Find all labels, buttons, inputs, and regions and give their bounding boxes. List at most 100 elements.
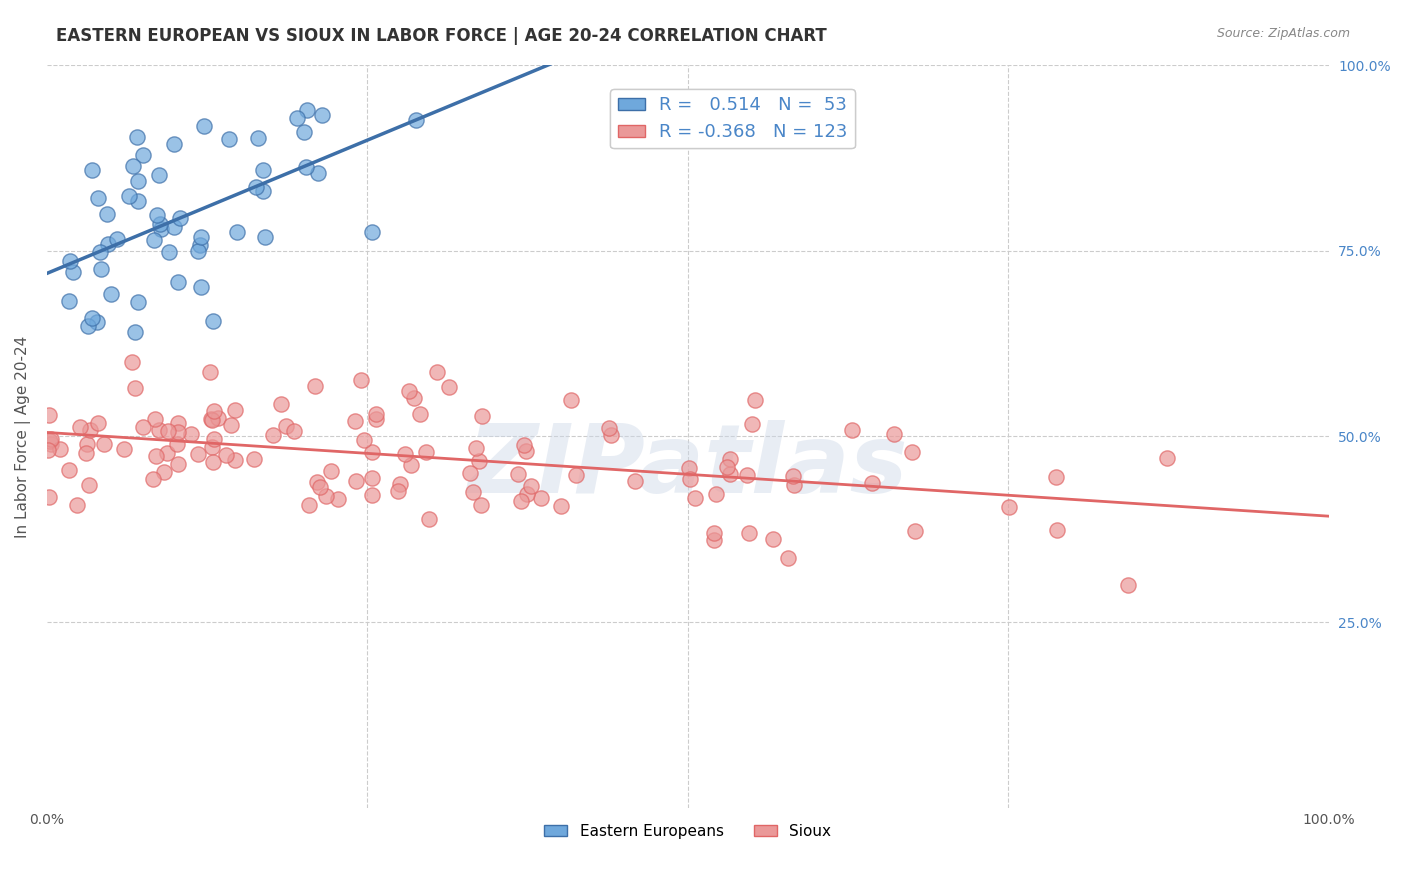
Point [148,168,170,182]
Text: EASTERN EUROPEAN VS SIOUX IN LABOR FORCE | AGE 20-24 CORRELATION CHART: EASTERN EUROPEAN VS SIOUX IN LABOR FORCE… [56,27,827,45]
Point [388,477,411,491]
Point [224,453,246,467]
Point [470,498,492,512]
Point [598,421,620,435]
Point [38,491,60,505]
Point [426,365,449,379]
Point [998,500,1021,514]
Point [360,225,382,239]
Point [409,408,432,422]
Point [513,437,536,451]
Point [38,434,60,448]
Point [254,230,277,244]
Point [127,194,149,209]
Point [225,225,247,239]
Point [131,148,153,162]
Point [679,472,702,486]
Point [468,454,491,468]
Point [143,412,166,426]
Y-axis label: In Labor Force | Age 20-24: In Labor Force | Age 20-24 [15,335,31,538]
Point [41,432,63,446]
Point [187,244,209,258]
Point [224,402,246,417]
Point [76,437,98,451]
Point [180,427,202,442]
Point [69,420,91,434]
Point [190,230,212,244]
Point [509,493,531,508]
Point [142,472,165,486]
Point [319,464,342,478]
Point [744,393,766,408]
Point [127,294,149,309]
Point [121,355,143,369]
Point [399,458,422,473]
Point [285,112,308,126]
Point [89,244,111,259]
Point [520,479,543,493]
Point [344,474,367,488]
Point [149,222,172,236]
Point [776,551,799,566]
Point [200,365,222,379]
Point [703,533,725,548]
Point [41,436,63,450]
Point [458,466,481,480]
Point [202,314,225,328]
Point [142,233,165,247]
Point [270,396,292,410]
Point [311,108,333,122]
Point [683,491,706,505]
Point [1156,450,1178,465]
Point [148,424,170,438]
Point [79,478,101,492]
Point [550,499,572,513]
Point [132,420,155,434]
Point [600,427,623,442]
Point [75,446,97,460]
Point [122,159,145,173]
Point [735,467,758,482]
Point [200,411,222,425]
Point [516,487,538,501]
Point [59,254,82,268]
Point [295,103,318,117]
Point [515,444,537,458]
Point [366,407,388,421]
Point [307,166,329,180]
Point [716,459,738,474]
Point [215,449,238,463]
Point [219,418,242,433]
Point [718,467,741,482]
Point [901,445,924,459]
Point [298,498,321,512]
Point [157,424,180,438]
Point [508,467,530,481]
Point [127,174,149,188]
Point [402,392,425,406]
Point [201,413,224,427]
Point [782,468,804,483]
Point [62,265,84,279]
Point [292,125,315,139]
Text: ZIPatlas: ZIPatlas [468,419,908,513]
Point [471,409,494,424]
Point [105,231,128,245]
Point [48,442,70,457]
Point [262,428,284,442]
Point [703,526,725,541]
Point [202,404,225,418]
Point [153,465,176,479]
Point [163,136,186,151]
Point [350,373,373,387]
Point [167,416,190,430]
Point [783,478,806,492]
Point [82,310,104,325]
Point [118,188,141,202]
Point [96,206,118,220]
Point [246,131,269,145]
Point [166,425,188,440]
Point [706,487,728,501]
Point [193,120,215,134]
Point [201,440,224,454]
